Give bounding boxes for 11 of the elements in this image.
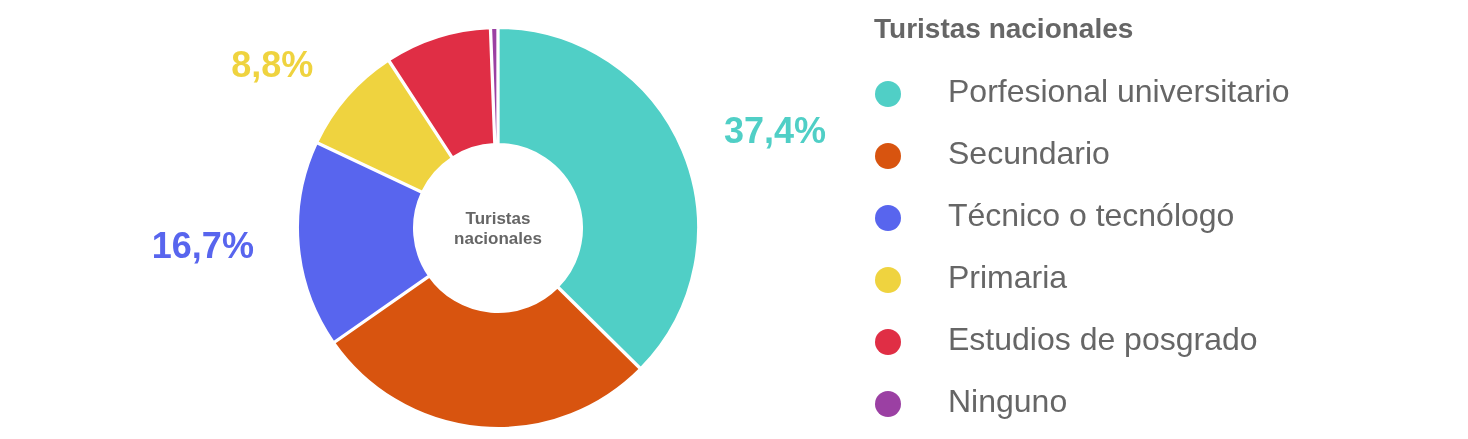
data-label: 8,8% [231, 43, 314, 85]
text: Turistas nacionales [454, 209, 542, 248]
data-label: 37,4% [724, 110, 827, 152]
data-label: 16,7% [151, 225, 254, 267]
legend-label: Primaria [948, 259, 1068, 296]
legend-title: Turistas nacionales [874, 13, 1134, 44]
legend-label: Ninguno [948, 383, 1068, 420]
legend-label: Estudios de posgrado [948, 321, 1258, 358]
legend-label: Porfesional universitario [948, 73, 1290, 110]
legend-label: Secundario [948, 135, 1110, 172]
legend-label: Técnico o tecnólogo [948, 197, 1235, 234]
